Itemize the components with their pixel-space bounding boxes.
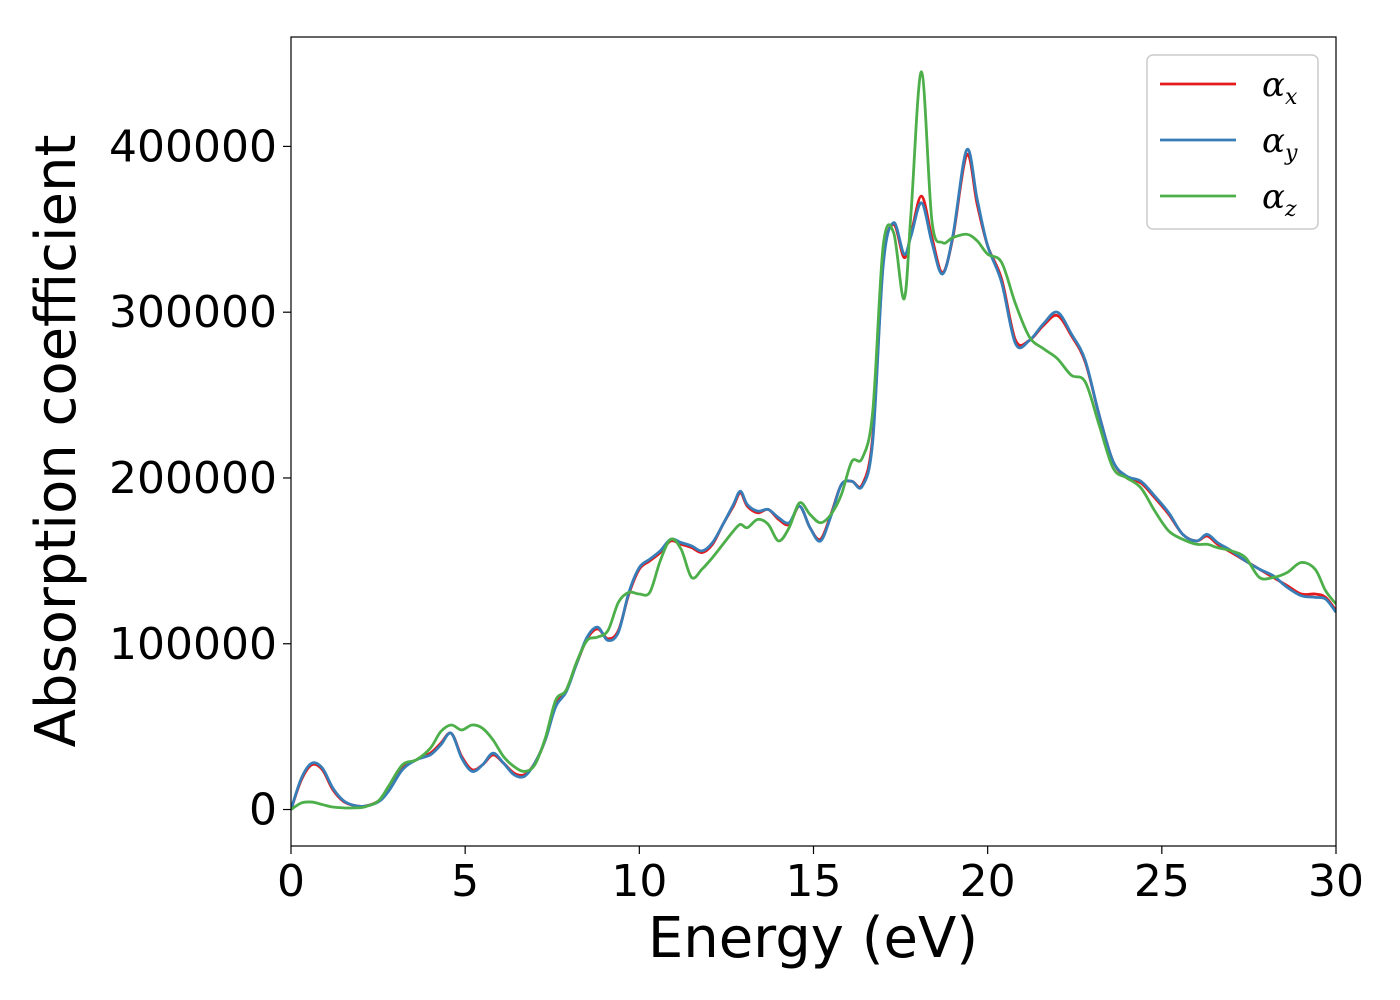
x-axis-title: Energy (eV) [648, 906, 978, 971]
x-tick-label: 30 [1308, 856, 1364, 907]
y-tick-label: 300000 [109, 287, 277, 338]
y-tick-label: 100000 [109, 619, 277, 670]
series-layer [291, 70, 1336, 811]
y-axis: 0 100000 200000 300000 400000 [109, 121, 291, 836]
legend-subscript: y [1284, 141, 1298, 166]
legend-label-z: αz [1262, 177, 1297, 222]
legend-box [1146, 54, 1319, 230]
legend-label-y: αy [1262, 121, 1298, 166]
y-tick-label: 0 [249, 785, 277, 836]
series-line-y [291, 148, 1336, 810]
x-tick-label: 25 [1134, 856, 1190, 907]
x-tick-label: 5 [451, 856, 479, 907]
y-axis-title: Absorption coefficient [24, 135, 89, 748]
x-tick-label: 10 [611, 856, 667, 907]
x-axis: 0 5 10 15 20 25 30 [277, 846, 1364, 907]
legend-symbol: α [1262, 121, 1285, 161]
legend-label-x: αx [1262, 65, 1298, 110]
legend-symbol: α [1262, 177, 1285, 217]
y-tick-label: 200000 [109, 453, 277, 504]
y-tick-label: 400000 [109, 121, 277, 172]
x-tick-label: 0 [277, 856, 305, 907]
x-tick-label: 20 [960, 856, 1016, 907]
legend-subscript: z [1284, 197, 1297, 222]
x-tick-label: 15 [786, 856, 842, 907]
legend-symbol: α [1262, 65, 1285, 105]
legend-subscript: x [1285, 85, 1298, 110]
series-line-z [291, 70, 1336, 811]
